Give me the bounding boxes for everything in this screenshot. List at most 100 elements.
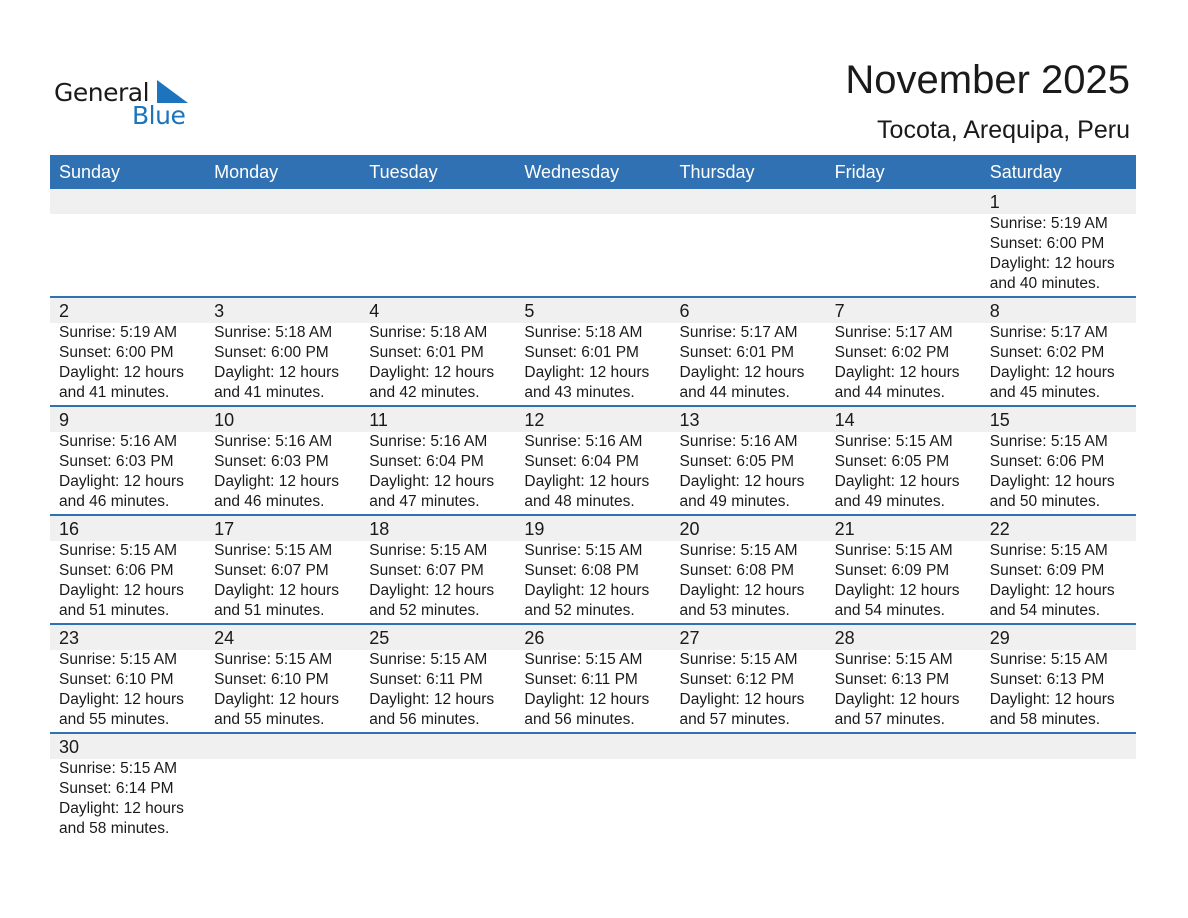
daylight-minutes-text: and 57 minutes. (834, 711, 945, 728)
daylight-minutes-text: and 54 minutes. (834, 602, 945, 619)
week-row: 1 Sunrise: 5:19 AM Sunset: 6:00 PM Daylight… (50, 189, 1136, 298)
daylight-minutes-text: and 55 minutes. (214, 711, 325, 728)
daylight-minutes-text: and 58 minutes. (989, 711, 1101, 728)
empty-cell (205, 734, 360, 839)
daylight-text: Daylight: 12 hours (834, 473, 960, 490)
sunrise-text: Sunrise: 5:15 AM (59, 651, 178, 668)
sunrise-text: Sunrise: 5:17 AM (834, 324, 953, 341)
daylight-text: Daylight: 12 hours (524, 473, 650, 490)
daylight-minutes-text: and 58 minutes. (59, 820, 170, 837)
sunset-text: Sunset: 6:05 PM (834, 453, 950, 470)
daylight-text: Daylight: 12 hours (214, 582, 340, 599)
sunset-text: Sunset: 6:11 PM (369, 671, 483, 688)
empty-cell (205, 189, 360, 294)
day-number: 13 (679, 410, 700, 430)
sunrise-text: Sunrise: 5:19 AM (989, 215, 1108, 232)
day-cell: 3 Sunrise: 5:18 AM Sunset: 6:00 PM Daylight… (205, 298, 360, 403)
daylight-text: Daylight: 12 hours (524, 691, 650, 708)
daylight-text: Daylight: 12 hours (524, 582, 650, 599)
daylight-minutes-text: and 56 minutes. (369, 711, 480, 728)
daylight-text: Daylight: 12 hours (834, 582, 960, 599)
sunrise-text: Sunrise: 5:15 AM (59, 760, 178, 777)
sunset-text: Sunset: 6:01 PM (524, 344, 639, 361)
day-cell: 2 Sunrise: 5:19 AM Sunset: 6:00 PM Daylight… (50, 298, 205, 403)
day-number: 2 (59, 301, 70, 321)
sunset-text: Sunset: 6:01 PM (369, 344, 484, 361)
daylight-text: Daylight: 12 hours (369, 364, 495, 381)
sunrise-text: Sunrise: 5:16 AM (214, 433, 333, 450)
sunrise-text: Sunrise: 5:15 AM (834, 542, 953, 559)
day-cell: 28 Sunrise: 5:15 AM Sunset: 6:13 PM Dayligh… (826, 625, 981, 730)
day-number-strip (50, 298, 1136, 323)
sunrise-text: Sunrise: 5:16 AM (679, 433, 798, 450)
sunrise-text: Sunrise: 5:15 AM (679, 651, 798, 668)
day-number: 12 (524, 410, 545, 430)
daylight-text: Daylight: 12 hours (989, 582, 1115, 599)
daylight-minutes-text: and 44 minutes. (679, 384, 790, 401)
logo-text-general: General (54, 78, 150, 107)
daylight-text: Daylight: 12 hours (989, 255, 1115, 272)
day-number: 18 (369, 519, 390, 539)
weekday-wednesday: Wednesday (524, 162, 620, 182)
sunrise-text: Sunrise: 5:16 AM (524, 433, 643, 450)
sunset-text: Sunset: 6:01 PM (679, 344, 795, 361)
sunset-text: Sunset: 6:12 PM (679, 671, 795, 688)
day-number: 1 (989, 192, 1000, 212)
day-number: 28 (834, 628, 855, 648)
daylight-minutes-text: and 42 minutes. (369, 384, 480, 401)
day-cell: 14 Sunrise: 5:15 AM Sunset: 6:05 PM Dayligh… (826, 407, 981, 512)
sunset-text: Sunset: 6:11 PM (524, 671, 638, 688)
daylight-minutes-text: and 55 minutes. (59, 711, 170, 728)
sunrise-text: Sunrise: 5:15 AM (989, 651, 1108, 668)
daylight-minutes-text: and 47 minutes. (369, 493, 480, 510)
sunrise-text: Sunrise: 5:16 AM (59, 433, 178, 450)
day-number-strip (50, 625, 1136, 650)
day-number: 5 (524, 301, 535, 321)
day-number-strip (50, 189, 1136, 214)
day-cell: 11 Sunrise: 5:16 AM Sunset: 6:04 PM Dayligh… (360, 407, 515, 512)
week-row: 23 Sunrise: 5:15 AM Sunset: 6:10 PM Dayligh… (50, 625, 1136, 734)
day-cell: 25 Sunrise: 5:15 AM Sunset: 6:11 PM Dayligh… (360, 625, 515, 730)
logo: General Blue (54, 78, 194, 132)
day-cell: 10 Sunrise: 5:16 AM Sunset: 6:03 PM Dayligh… (205, 407, 360, 512)
sunset-text: Sunset: 6:08 PM (679, 562, 795, 579)
sunrise-text: Sunrise: 5:15 AM (369, 542, 488, 559)
day-number-strip (50, 516, 1136, 541)
sunrise-text: Sunrise: 5:15 AM (524, 542, 643, 559)
daylight-text: Daylight: 12 hours (679, 364, 805, 381)
daylight-minutes-text: and 56 minutes. (524, 711, 635, 728)
sunset-text: Sunset: 6:06 PM (989, 453, 1105, 470)
day-cell: 19 Sunrise: 5:15 AM Sunset: 6:08 PM Dayligh… (515, 516, 670, 621)
week-row: 16 Sunrise: 5:15 AM Sunset: 6:06 PM Dayligh… (50, 516, 1136, 625)
daylight-minutes-text: and 46 minutes. (59, 493, 170, 510)
daylight-text: Daylight: 12 hours (834, 691, 960, 708)
day-number: 21 (834, 519, 855, 539)
sunset-text: Sunset: 6:00 PM (214, 344, 329, 361)
empty-cell (671, 189, 826, 294)
day-cell: 12 Sunrise: 5:16 AM Sunset: 6:04 PM Dayligh… (515, 407, 670, 512)
day-number: 6 (679, 301, 690, 321)
daylight-minutes-text: and 52 minutes. (369, 602, 480, 619)
sunrise-text: Sunrise: 5:15 AM (369, 651, 488, 668)
weekday-friday: Friday (834, 162, 885, 182)
day-number: 24 (214, 628, 235, 648)
day-cell: 23 Sunrise: 5:15 AM Sunset: 6:10 PM Dayligh… (50, 625, 205, 730)
daylight-minutes-text: and 44 minutes. (834, 384, 945, 401)
empty-cell (981, 734, 1136, 839)
daylight-minutes-text: and 46 minutes. (214, 493, 325, 510)
sunset-text: Sunset: 6:02 PM (989, 344, 1105, 361)
sunset-text: Sunset: 6:03 PM (59, 453, 174, 470)
sunset-text: Sunset: 6:10 PM (59, 671, 174, 688)
daylight-minutes-text: and 43 minutes. (524, 384, 635, 401)
weekday-tuesday: Tuesday (369, 162, 438, 182)
sunrise-text: Sunrise: 5:15 AM (834, 651, 953, 668)
daylight-minutes-text: and 52 minutes. (524, 602, 635, 619)
sunrise-text: Sunrise: 5:19 AM (59, 324, 178, 341)
sunrise-text: Sunrise: 5:15 AM (989, 542, 1108, 559)
day-number: 27 (679, 628, 700, 648)
sunrise-text: Sunrise: 5:18 AM (369, 324, 488, 341)
daylight-minutes-text: and 50 minutes. (989, 493, 1101, 510)
weekday-sunday: Sunday (59, 162, 121, 182)
day-number: 9 (59, 410, 70, 430)
